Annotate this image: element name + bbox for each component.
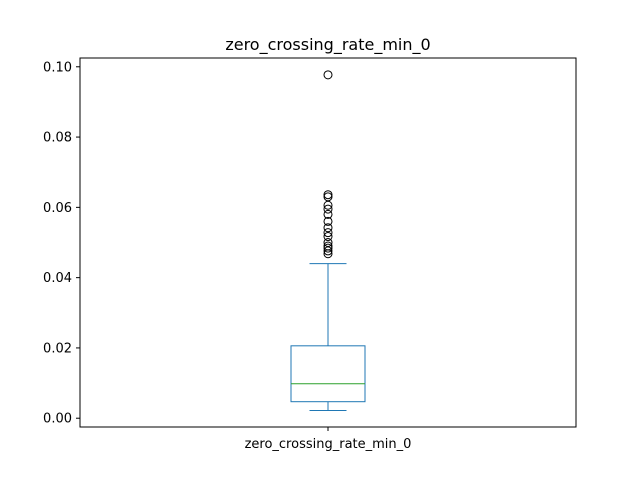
y-tick-label: 0.06 [43,201,72,216]
outlier-point [323,70,333,80]
y-tick-label: 0.02 [43,341,72,356]
outlier-point [323,223,333,233]
iqr-box [290,345,366,403]
outlier-point [323,209,333,219]
outlier-point [323,192,333,202]
plot-frame [79,57,577,428]
chart-title: zero_crossing_rate_min_0 [225,35,430,55]
y-tick-label: 0.08 [43,131,72,146]
outlier-point [323,204,333,214]
outlier-point [323,238,333,247]
outlier-point [323,190,333,200]
outlier-point [323,232,333,242]
y-tick-label: 0.10 [43,60,72,75]
y-tick-label: 0.00 [43,412,72,427]
x-tick-label: zero_crossing_rate_min_0 [245,437,412,452]
outlier-point [323,228,333,238]
y-tick-label: 0.04 [43,271,72,286]
outlier-point [323,216,333,226]
outlier-point [323,243,333,253]
outlier-point [323,241,333,251]
plot-area: 0.00 0.02 0.04 0.06 0.08 0.10 zero_crossing_ra… [43,60,411,452]
